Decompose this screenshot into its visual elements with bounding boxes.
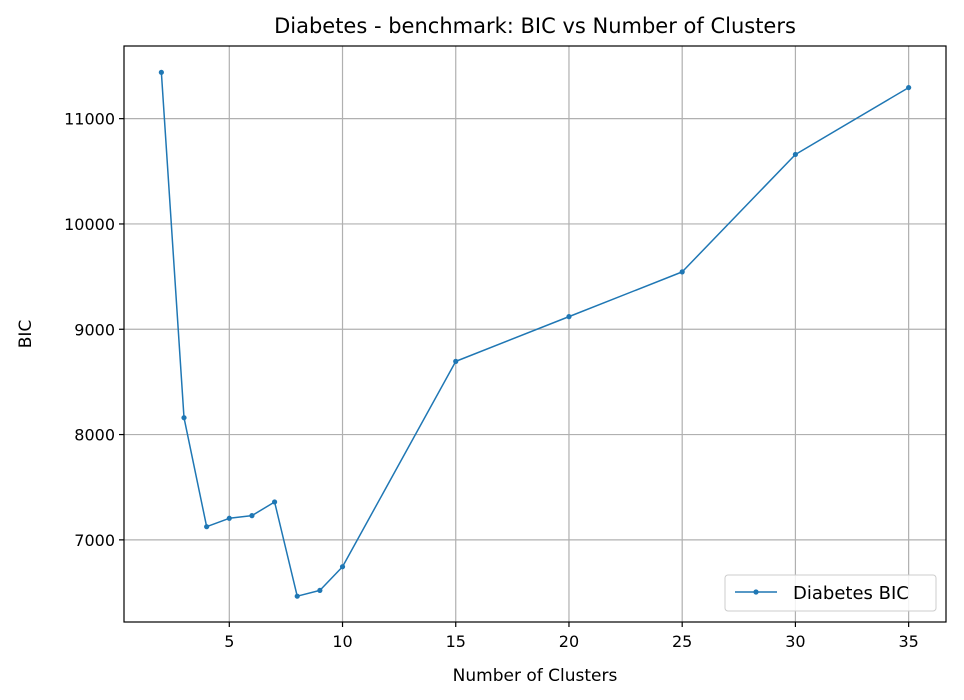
legend: Diabetes BIC	[724, 574, 937, 612]
data-point	[249, 513, 255, 519]
x-axis-label: Number of Clusters	[453, 666, 618, 686]
plot-series	[158, 69, 912, 599]
x-tick-label: 25	[672, 632, 692, 651]
data-point	[453, 358, 459, 364]
plot-frame	[123, 45, 947, 623]
x-tick-label: 30	[785, 632, 805, 651]
data-point	[294, 593, 300, 599]
data-point	[906, 84, 912, 91]
y-axis-label: BIC	[16, 320, 36, 349]
data-point	[792, 151, 799, 158]
legend-box	[724, 574, 937, 612]
data-point	[566, 314, 572, 320]
x-tick-label: 10	[332, 632, 352, 651]
data-point	[317, 587, 323, 594]
x-tick-label: 20	[559, 632, 579, 651]
chart-title: Diabetes - benchmark: BIC vs Number of C…	[274, 14, 796, 38]
x-tick-label: 15	[446, 632, 466, 651]
series-line	[160, 72, 910, 597]
data-point	[271, 499, 278, 505]
x-tick-label: 35	[898, 632, 918, 651]
data-point	[339, 564, 346, 570]
legend-marker-swatch	[753, 589, 759, 595]
y-axis-ticks: 7000 8000 9000 10000 11000	[64, 110, 124, 550]
data-point	[204, 524, 210, 530]
y-tick-label: 8000	[74, 426, 115, 445]
data-point	[181, 415, 187, 421]
legend-label: Diabetes BIC	[793, 583, 909, 604]
data-point	[679, 269, 685, 275]
data-point	[158, 69, 164, 75]
y-tick-label: 11000	[64, 110, 115, 129]
y-tick-label: 10000	[64, 215, 115, 234]
x-axis-ticks: 5 10 15 20 25 30 35	[224, 622, 919, 651]
y-tick-label: 9000	[74, 320, 115, 339]
x-tick-label: 5	[224, 632, 234, 651]
y-tick-label: 7000	[74, 531, 115, 550]
data-point	[226, 515, 232, 521]
